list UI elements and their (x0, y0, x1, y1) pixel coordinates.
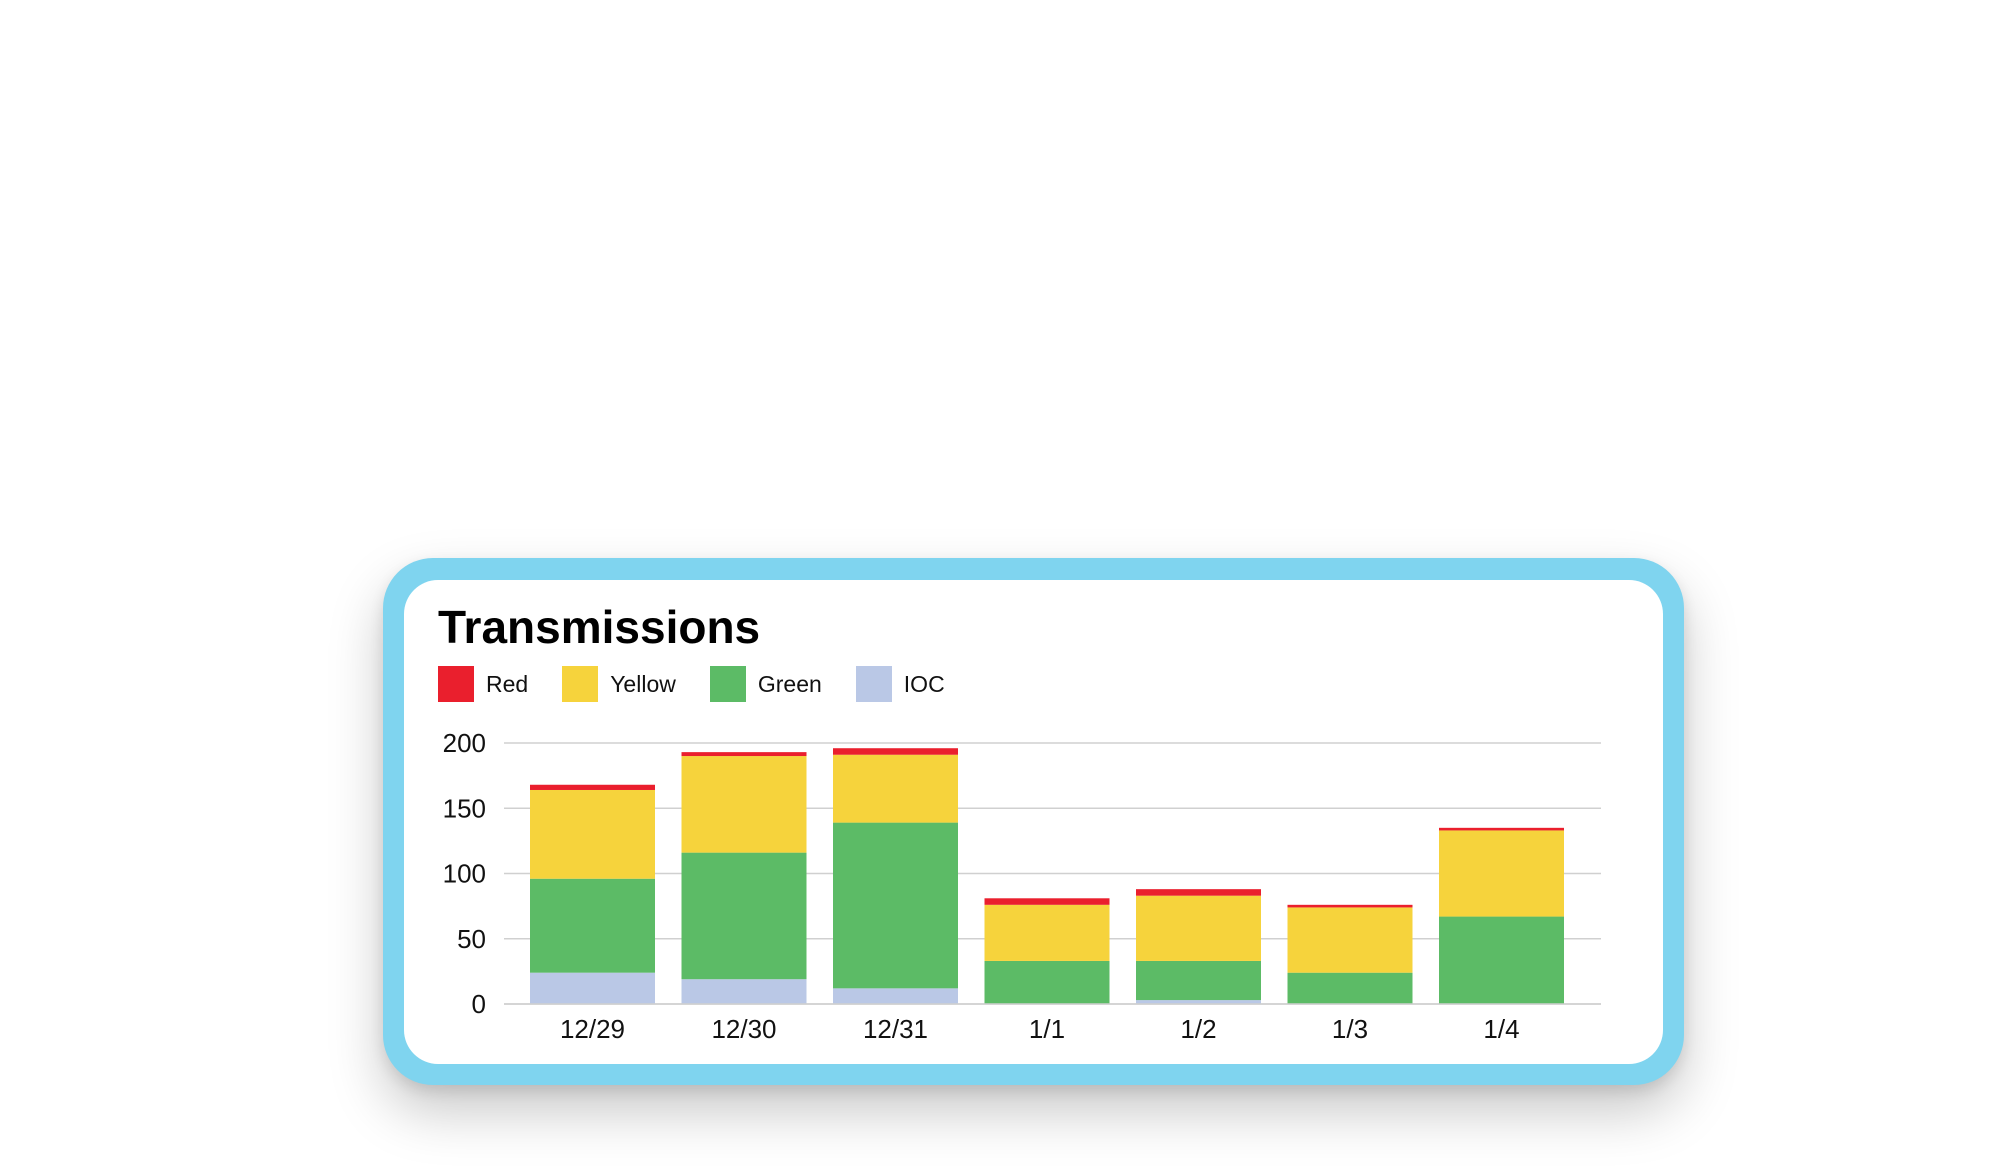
x-tick-label: 1/3 (1332, 1014, 1368, 1044)
bar-segment-green-1 (681, 852, 807, 980)
x-tick-label: 12/31 (863, 1014, 928, 1044)
chart-legend: Red Yellow Green IOC (438, 666, 979, 702)
bar-segment-yellow-6 (1439, 830, 1564, 917)
y-tick-label: 150 (443, 793, 486, 823)
legend-swatch-ioc (855, 666, 892, 702)
y-tick-label: 200 (443, 728, 486, 758)
x-tick-label: 12/30 (711, 1014, 776, 1044)
bar-segment-red-1 (681, 752, 807, 757)
legend-swatch-yellow (562, 666, 599, 702)
bar-segment-ioc-1 (681, 979, 807, 1004)
y-tick-label: 50 (457, 924, 486, 954)
bar-segment-red-0 (530, 784, 655, 790)
x-tick-label: 12/29 (560, 1014, 625, 1044)
bar-segment-red-2 (833, 748, 958, 755)
bar-segment-green-3 (984, 960, 1110, 1004)
legend-label-ioc: IOC (903, 670, 945, 697)
bar-segment-yellow-2 (833, 754, 958, 823)
bar-segment-ioc-2 (833, 988, 958, 1004)
legend-label-red: Red (486, 670, 529, 697)
bar-segment-red-4 (1136, 889, 1261, 896)
x-tick-label: 1/2 (1180, 1014, 1216, 1044)
bar-segment-green-2 (833, 822, 958, 989)
legend-label-green: Green (757, 670, 822, 697)
legend-item-yellow: Yellow (562, 666, 676, 702)
legend-label-yellow: Yellow (610, 670, 676, 697)
y-tick-label: 0 (472, 989, 486, 1019)
stacked-bar-chart: 0 50 100 150 200 12/29 12/30 12/31 1/1 1/2 1/3 1/4 (443, 728, 1601, 1044)
chart-title: Transmissions (438, 601, 761, 653)
bar-segment-yellow-0 (530, 789, 655, 879)
bar-segment-yellow-4 (1136, 895, 1261, 961)
bar-segment-yellow-3 (984, 904, 1110, 961)
bar-segment-yellow-5 (1287, 907, 1413, 973)
y-tick-label: 100 (443, 859, 486, 889)
x-tick-label: 1/1 (1029, 1014, 1065, 1044)
bar-segment-red-5 (1287, 904, 1413, 908)
bar-segment-green-6 (1439, 916, 1564, 1004)
bar-segment-green-4 (1136, 960, 1261, 1001)
legend-swatch-green (709, 666, 746, 702)
bar-segment-green-0 (530, 878, 655, 973)
bar-segment-red-3 (984, 898, 1110, 905)
bar-segment-ioc-0 (530, 972, 655, 1004)
legend-item-green: Green (709, 666, 822, 702)
bar-segment-green-5 (1287, 972, 1413, 1004)
legend-swatch-red (438, 666, 474, 702)
legend-item-red: Red (438, 666, 528, 702)
legend-item-ioc: IOC (855, 666, 945, 702)
bar-segment-red-6 (1439, 827, 1564, 831)
chart-card: Transmissions Red Yellow Green IOC 0 50 10… (404, 580, 1663, 1064)
bar-segment-ioc-4 (1136, 1000, 1261, 1004)
bar-segment-yellow-1 (681, 756, 807, 853)
x-tick-label: 1/4 (1483, 1014, 1519, 1044)
